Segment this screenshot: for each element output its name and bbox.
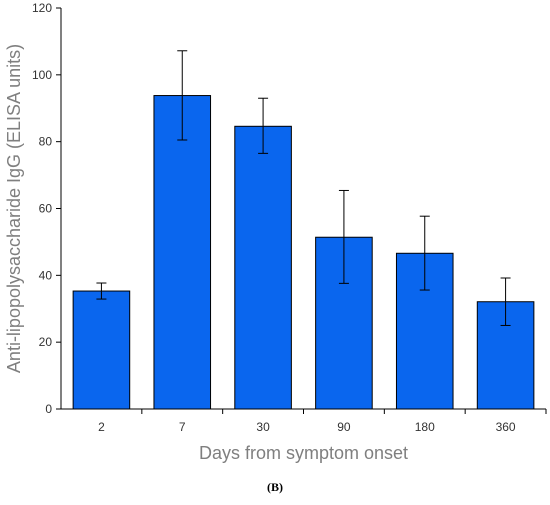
x-axis-ticks: 2 7 30 90 180 360 <box>98 409 547 434</box>
x-tick-label-180: 180 <box>415 420 435 434</box>
y-tick-label: 20 <box>39 335 53 349</box>
y-tick-label: 100 <box>32 68 52 82</box>
y-tick-label: 40 <box>39 268 53 282</box>
bars-group <box>72 95 535 410</box>
x-tick-label-2: 2 <box>98 420 105 434</box>
bar-30 <box>234 125 292 410</box>
x-tick-label-90: 90 <box>337 420 351 434</box>
x-tick-label-360: 360 <box>496 420 516 434</box>
bar-2 <box>72 290 131 410</box>
y-tick-label: 60 <box>39 202 53 216</box>
bar-chart: 0 20 40 60 80 100 120 2 7 30 90 180 360 Days from s… <box>4 1 547 463</box>
y-tick-label: 0 <box>45 402 52 416</box>
y-tick-label: 120 <box>32 1 52 15</box>
x-tick-label-30: 30 <box>256 420 270 434</box>
bar-7 <box>153 95 212 410</box>
panel-label: (B) <box>267 480 283 494</box>
x-axis-title: Days from symptom onset <box>199 443 408 463</box>
error-bars-group <box>96 50 511 326</box>
y-axis-title: Anti-lipopolysaccharide IgG (ELISA units… <box>4 44 24 373</box>
y-tick-label: 80 <box>39 135 53 149</box>
y-axis-ticks: 0 20 40 60 80 100 120 <box>32 1 61 416</box>
x-tick-label-7: 7 <box>179 420 186 434</box>
